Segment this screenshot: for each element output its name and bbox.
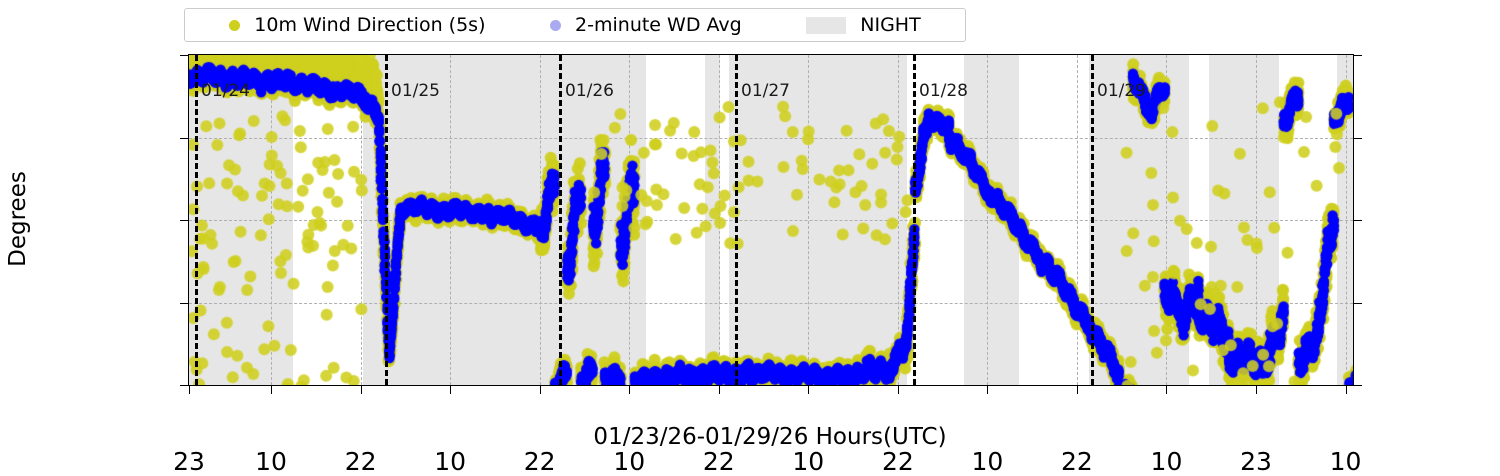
scatter-canvas — [189, 55, 1353, 385]
day-label: 01/25 — [391, 81, 440, 101]
x-axis-tick-label: 22 — [523, 447, 556, 476]
x-axis-tick-mark — [450, 385, 452, 394]
day-separator-line — [559, 55, 562, 385]
x-axis-tick-label: 23 — [173, 447, 205, 476]
x-axis-tick-mark — [1166, 385, 1168, 394]
day-separator-line — [385, 55, 388, 385]
legend-item-10m-wind-direction: 10m Wind Direction (5s) — [229, 14, 485, 36]
day-separator-line — [913, 55, 916, 385]
right-axis-tick-mark — [1353, 220, 1362, 221]
x-axis-tick-mark — [718, 385, 720, 394]
day-label: 01/26 — [565, 81, 614, 101]
x-axis-tick-label: 10 — [255, 447, 287, 476]
right-axis-tick-mark — [1353, 302, 1362, 304]
x-axis-tick-mark — [271, 385, 273, 394]
day-separator-line — [195, 55, 198, 385]
chart-legend: 10m Wind Direction (5s) 2-minute WD Avg … — [184, 8, 966, 42]
day-label: 01/24 — [201, 81, 250, 101]
day-separator-line — [735, 55, 738, 385]
x-axis-tick-mark — [539, 385, 541, 394]
y-axis-label: Degrees — [5, 171, 31, 267]
x-axis-tick-label: 22 — [1061, 447, 1093, 476]
y-axis-tick-mark — [180, 302, 189, 304]
legend-marker-patch-night — [806, 16, 847, 34]
x-axis-tick-label: 10 — [792, 447, 825, 476]
legend-marker-dot-yellow — [229, 19, 241, 31]
x-axis-tick-label: 22 — [881, 447, 914, 476]
right-axis-tick-mark — [1353, 55, 1362, 56]
y-axis-tick-mark — [180, 137, 189, 139]
day-label: 01/27 — [741, 81, 790, 101]
x-axis-tick-label: 10 — [613, 447, 646, 476]
plot-inner: 01/24 01/25 01/26 01/27 01/28 01/29 — [189, 55, 1353, 385]
x-axis-tick-mark — [1076, 385, 1078, 394]
legend-label-night: NIGHT — [860, 14, 921, 36]
right-axis-tick-mark — [1353, 385, 1362, 386]
legend-label-10m-wind-direction: 10m Wind Direction (5s) — [254, 14, 486, 36]
day-separator-line — [1091, 55, 1094, 385]
x-axis-tick-mark — [808, 385, 810, 394]
x-axis-tick-label: 10 — [434, 447, 467, 476]
x-axis-label: 01/23/26-01/29/26 Hours(UTC) — [593, 424, 947, 450]
wind-direction-chart: 10m Wind Direction (5s) 2-minute WD Avg … — [5, 8, 1362, 476]
x-axis-tick-mark — [189, 385, 190, 394]
day-label: 01/29 — [1097, 81, 1146, 101]
x-axis-tick-mark — [629, 385, 631, 394]
y-axis-tick-mark — [180, 385, 189, 386]
x-axis-tick-label: 10 — [971, 447, 1004, 476]
legend-item-2-minute-wd-avg: 2-minute WD Avg — [550, 14, 742, 36]
day-label: 01/28 — [919, 81, 968, 101]
x-axis-tick-mark — [360, 385, 362, 394]
x-axis-tick-label: 23 — [1240, 447, 1272, 476]
legend-item-night: NIGHT — [806, 14, 921, 36]
x-axis-tick-label: 10 — [1150, 447, 1183, 476]
x-axis-tick-label: 10 — [1329, 447, 1362, 476]
legend-marker-dot-blue — [550, 19, 562, 31]
y-axis-tick-mark — [180, 220, 189, 221]
x-axis-tick-label: 22 — [702, 447, 735, 476]
x-axis-tick-mark — [987, 385, 989, 394]
x-axis-tick-mark — [1256, 385, 1257, 394]
legend-label-2-minute-wd-avg: 2-minute WD Avg — [575, 14, 742, 36]
x-axis-tick-label: 22 — [344, 447, 377, 476]
y-axis-tick-mark — [180, 55, 189, 56]
x-axis-tick-mark — [1345, 385, 1347, 394]
x-axis-tick-mark — [897, 385, 899, 394]
right-axis-tick-mark — [1353, 137, 1362, 139]
